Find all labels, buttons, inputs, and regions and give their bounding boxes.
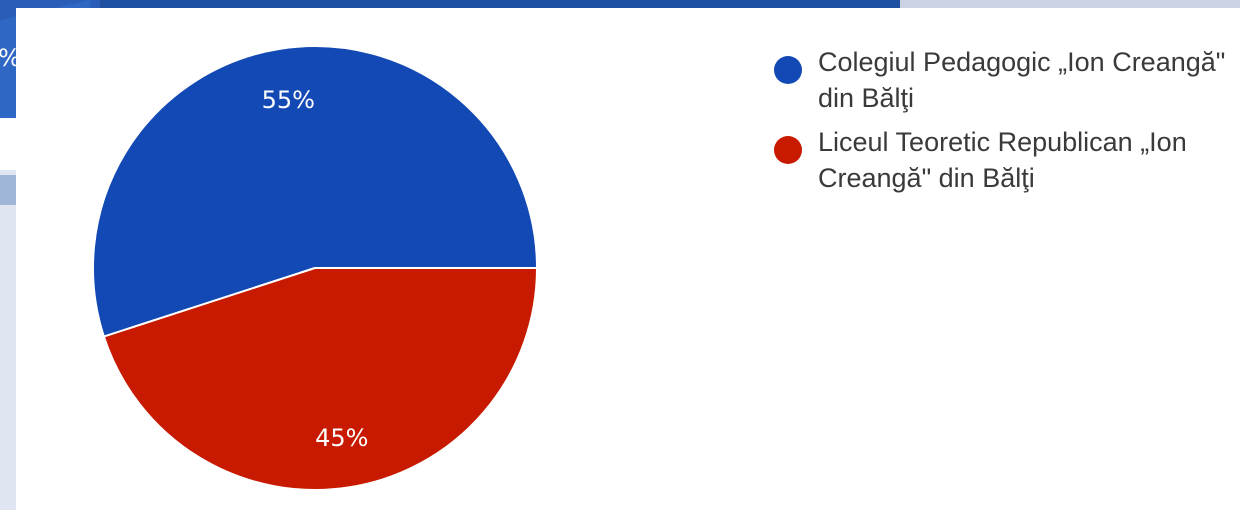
legend-label: Liceul Teoretic Republican „Ion Creangă"…: [818, 127, 1187, 193]
slice-value-label: 45%: [315, 424, 368, 452]
background-fragment-text: %: [0, 44, 21, 72]
chart-legend: Colegiul Pedagogic „Ion Creangă" din Băl…: [772, 44, 1240, 204]
legend-swatch-icon: [774, 136, 802, 164]
legend-label: Colegiul Pedagogic „Ion Creangă" din Băl…: [818, 47, 1226, 113]
legend-swatch-icon: [774, 56, 802, 84]
pie-slice[interactable]: [102, 267, 539, 491]
chart-panel: 55% 45% Colegiul Pedagogic „Ion Creangă" …: [16, 8, 1240, 510]
slice-value-label: 55%: [262, 86, 315, 114]
legend-item[interactable]: Colegiul Pedagogic „Ion Creangă" din Băl…: [772, 44, 1240, 116]
legend-item[interactable]: Liceul Teoretic Republican „Ion Creangă"…: [772, 124, 1240, 196]
pie-chart: 55% 45%: [92, 45, 539, 491]
pie-slice[interactable]: [92, 45, 539, 338]
